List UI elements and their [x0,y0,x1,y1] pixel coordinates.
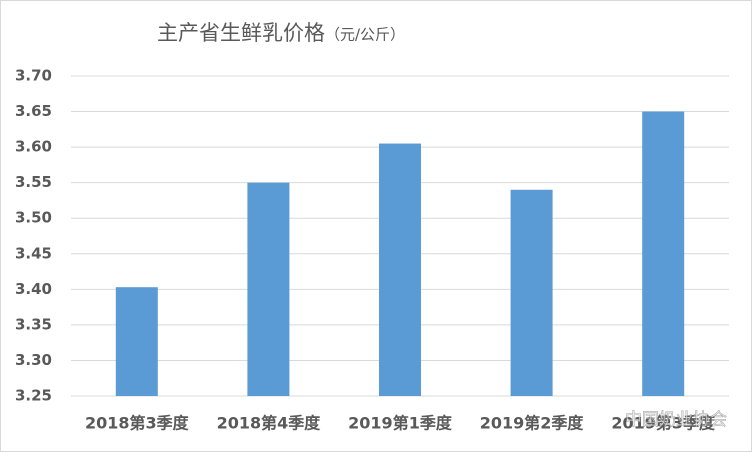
bar [642,111,685,397]
bar [247,182,290,396]
x-tick-label: 2018第4季度 [217,414,322,433]
y-tick-label: 3.30 [15,351,52,369]
y-tick-label: 3.50 [15,209,52,227]
bar [379,143,421,396]
y-tick-label: 3.70 [15,67,52,85]
watermark: 中国奶业协会 [625,410,727,430]
y-tick-label: 3.40 [15,280,52,298]
chart-title: 主产省生鲜乳价格 [157,21,325,45]
y-tick-label: 3.55 [15,173,52,191]
y-tick-label: 3.60 [15,138,52,156]
x-tick-label: 2019第2季度 [480,414,585,433]
y-tick-label: 3.25 [15,387,52,405]
y-tick-label: 3.65 [15,102,52,120]
chart-unit: （元/公斤） [325,26,405,44]
x-tick-label: 2019第1季度 [348,414,453,433]
x-tick-label: 2019第3季度 [611,414,716,433]
bar [115,287,158,396]
y-tick-label: 3.35 [15,315,52,333]
x-tick-label: 2018第3季度 [85,414,190,433]
y-tick-label: 3.45 [15,244,52,262]
bar [510,189,553,396]
